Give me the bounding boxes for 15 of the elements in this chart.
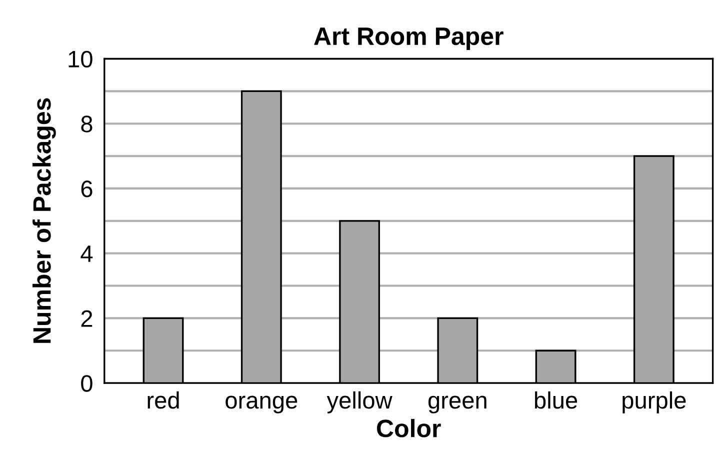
chart-title: Art Room Paper: [314, 28, 504, 50]
y-tick-label: 6: [81, 180, 92, 198]
x-tick-label: red: [148, 391, 179, 409]
y-tick-label: 0: [81, 375, 92, 392]
x-tick-label: blue: [535, 391, 578, 409]
x-tick-label: green: [428, 396, 486, 414]
y-tick-label: 2: [81, 310, 92, 327]
x-tick-label: purple: [622, 391, 686, 414]
y-tick-label: 4: [80, 246, 93, 262]
x-tick-label: orange: [226, 396, 298, 414]
y-tick-label: 10: [68, 50, 92, 68]
x-tick-label: yellow: [326, 391, 392, 414]
y-axis-title: Number of Packages: [32, 98, 56, 343]
x-axis-title: Color: [376, 418, 441, 438]
y-tick-label: 8: [81, 116, 92, 132]
